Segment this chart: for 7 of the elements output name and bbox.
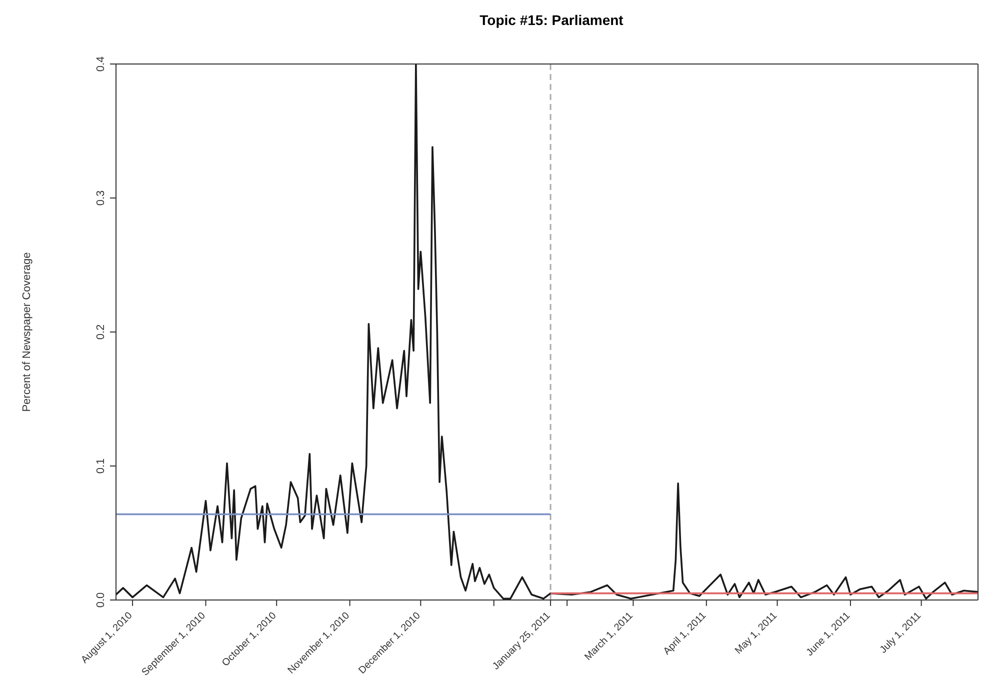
chart-title: Topic #15: Parliament — [478, 12, 624, 28]
y-tick-label: 0.1 — [95, 458, 107, 474]
y-tick-label: 0.3 — [95, 190, 107, 206]
y-tick-label: 0.4 — [95, 56, 107, 72]
y-tick-label: 0.0 — [95, 592, 107, 608]
y-tick-label: 0.2 — [95, 324, 107, 340]
y-axis-title: Percent of Newspaper Coverage — [20, 252, 33, 412]
